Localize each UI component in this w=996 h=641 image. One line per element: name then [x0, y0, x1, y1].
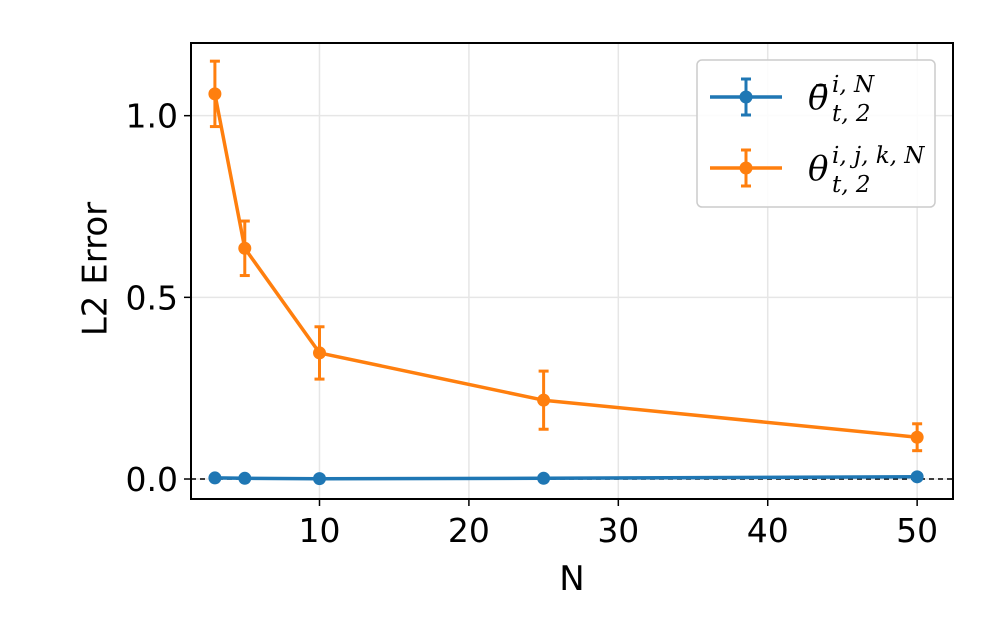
y-tick-label-0: 0.0 [126, 460, 178, 499]
legend-item-0: θ̄ i, N t, 2 [710, 72, 875, 127]
x-tick-label-4: 50 [896, 511, 938, 550]
legend-marker-1 [739, 161, 753, 175]
series-0 [208, 470, 924, 486]
series-1 [208, 59, 924, 453]
x-tick-label-3: 40 [747, 511, 789, 550]
data-point-0-3 [537, 471, 551, 485]
legend-subscript-1: t, 2 [832, 172, 871, 198]
x-tick-label-2: 30 [597, 511, 639, 550]
legend-superscript-1: i, j, k, N [832, 143, 925, 169]
data-point-1-1 [238, 241, 252, 255]
x-tick-label-0: 10 [298, 511, 340, 550]
legend-symbol-1: θ [808, 149, 828, 189]
legend-superscript-0: i, N [832, 72, 875, 98]
data-point-0-1 [238, 471, 252, 485]
y-tick-label-1: 0.5 [126, 278, 178, 317]
y-axis: 0.0 0.5 1.0 [126, 97, 191, 499]
data-point-0-2 [312, 472, 326, 486]
legend-symbol-0: θ̄ [808, 78, 828, 118]
plot-series [208, 59, 924, 486]
data-point-1-3 [537, 393, 551, 407]
data-point-0-0 [208, 471, 222, 485]
y-axis-label: L2 Error [76, 202, 116, 336]
data-point-1-0 [208, 87, 222, 101]
legend: θ̄ i, N t, 2θ i, j, k, N t, 2 [696, 59, 936, 208]
data-point-1-4 [910, 430, 924, 444]
data-point-1-2 [312, 346, 326, 360]
legend-item-1: θ i, j, k, N t, 2 [710, 143, 925, 198]
legend-marker-0 [739, 90, 753, 104]
legend-subscript-0: t, 2 [832, 101, 871, 127]
x-axis-label: N [559, 559, 584, 599]
x-tick-label-1: 20 [448, 511, 490, 550]
plot-frame [190, 42, 954, 500]
data-point-0-4 [910, 470, 924, 484]
y-tick-label-2: 1.0 [126, 97, 178, 136]
x-axis: 10 20 30 40 50 [298, 499, 938, 550]
